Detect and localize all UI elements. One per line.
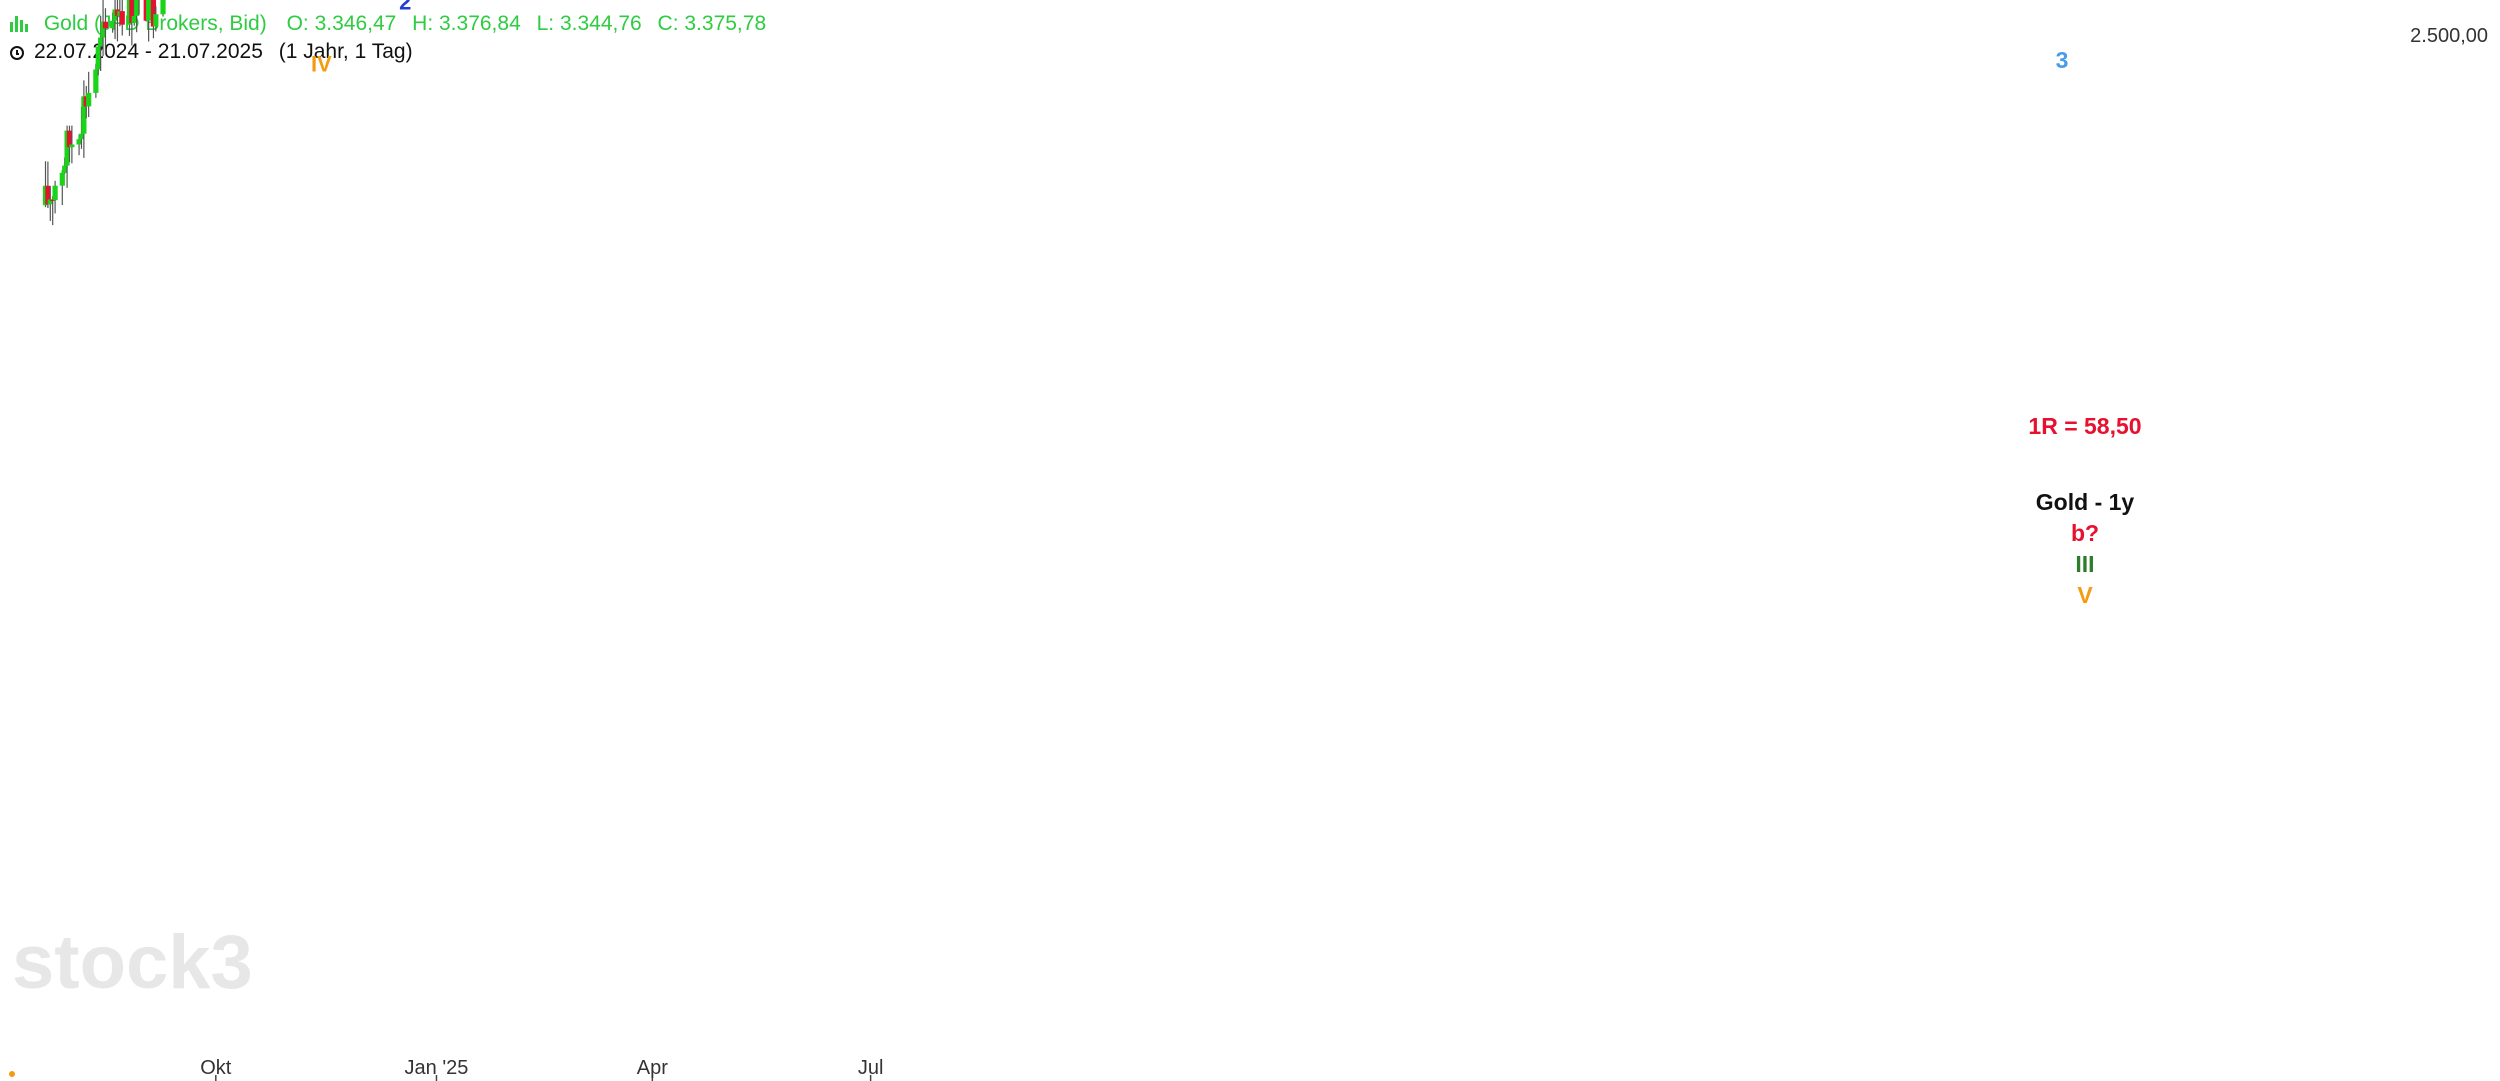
candle-body	[86, 92, 92, 107]
candle	[50, 196, 56, 226]
candle	[153, 6, 159, 32]
candle-body	[153, 14, 159, 27]
candle	[134, 0, 140, 33]
x-axis: Okt Jan '25 Apr Jul	[9, 1057, 883, 1081]
wave-label: IV	[311, 51, 332, 76]
legend-label: b?	[2071, 520, 2099, 546]
candle	[102, 8, 109, 55]
wave-labels: 3ac4III55IV121212314243355435bac4a?1b?c?…	[311, 0, 411, 76]
legend-label: V	[2077, 582, 2093, 608]
candle-body	[110, 20, 116, 29]
candle-body	[47, 199, 53, 205]
clock-icon	[10, 46, 24, 60]
candle	[160, 0, 166, 17]
candle-body	[59, 172, 65, 186]
candle-body	[146, 0, 152, 21]
high-value: H: 3.376,84	[412, 12, 521, 35]
candle-body	[81, 96, 87, 134]
y-axis: 3.800,003.200,003.100,003.000,002.900,00…	[2410, 25, 2488, 47]
wave-label: 2	[399, 0, 411, 15]
candle-body	[52, 185, 58, 201]
candle	[86, 71, 92, 118]
low-value: L: 3.344,76	[536, 12, 642, 35]
candle	[81, 80, 87, 158]
x-tick-label: Apr	[637, 1057, 668, 1079]
bars-icon	[10, 16, 28, 32]
open-value: O: 3.346,47	[286, 12, 397, 35]
x-tick-label: Jan '25	[405, 1057, 469, 1079]
candle-body	[62, 165, 68, 173]
candle	[138, 0, 140, 15]
date-range[interactable]: 22.07.2024 - 21.07.2025	[34, 40, 263, 63]
level-label-3: 3	[2056, 47, 2069, 73]
candle	[66, 125, 73, 162]
candle-body	[119, 11, 125, 25]
candle-body	[100, 21, 106, 38]
candle	[59, 170, 65, 205]
candle-body	[93, 69, 99, 93]
candle-body	[78, 133, 85, 140]
candle-body	[160, 0, 166, 15]
candle-body	[150, 0, 157, 27]
symbol-header: Gold (JFD Brokers, Bid) O: 3.346,47 H: 3…	[10, 11, 776, 37]
candle-body	[98, 37, 104, 47]
candle-body	[50, 199, 56, 201]
legend-label: Gold - 1y	[2036, 489, 2135, 515]
y-tick-label: 2.500,00	[2410, 25, 2488, 47]
candle-body	[95, 46, 101, 70]
risk-label: 1R = 58,50	[2028, 413, 2141, 439]
candle	[95, 44, 101, 76]
candle-body	[45, 185, 51, 205]
candle-body	[102, 21, 109, 29]
candle	[150, 0, 157, 39]
candle-body	[64, 130, 70, 166]
range-header: 22.07.2024 - 21.07.2025 (1 Jahr, 1 Tag)	[10, 39, 423, 65]
watermark: stock3	[12, 920, 253, 1005]
candle	[129, 0, 135, 46]
close-value: C: 3.375,78	[657, 12, 767, 35]
candle	[119, 0, 125, 36]
legend-label: III	[2075, 551, 2094, 577]
candle-body	[129, 0, 135, 23]
period-label: (1 Jahr, 1 Tag)	[278, 40, 413, 63]
candle	[69, 125, 75, 164]
price-levels: 3.719,006R3.660,505R3.602,004R3.543,003R…	[2028, 47, 2141, 608]
candlestick-series	[42, 0, 166, 226]
candle	[146, 0, 152, 42]
candle	[47, 186, 53, 221]
candle-body	[69, 144, 75, 148]
candle-body	[76, 139, 82, 145]
candle-body	[134, 0, 140, 16]
x-tick-label: Jul	[858, 1057, 884, 1079]
dot-marker	[9, 1071, 15, 1077]
candle-body	[66, 130, 73, 148]
candle	[52, 180, 58, 214]
x-tick-label: Okt	[200, 1057, 232, 1079]
candle-body	[131, 15, 137, 23]
